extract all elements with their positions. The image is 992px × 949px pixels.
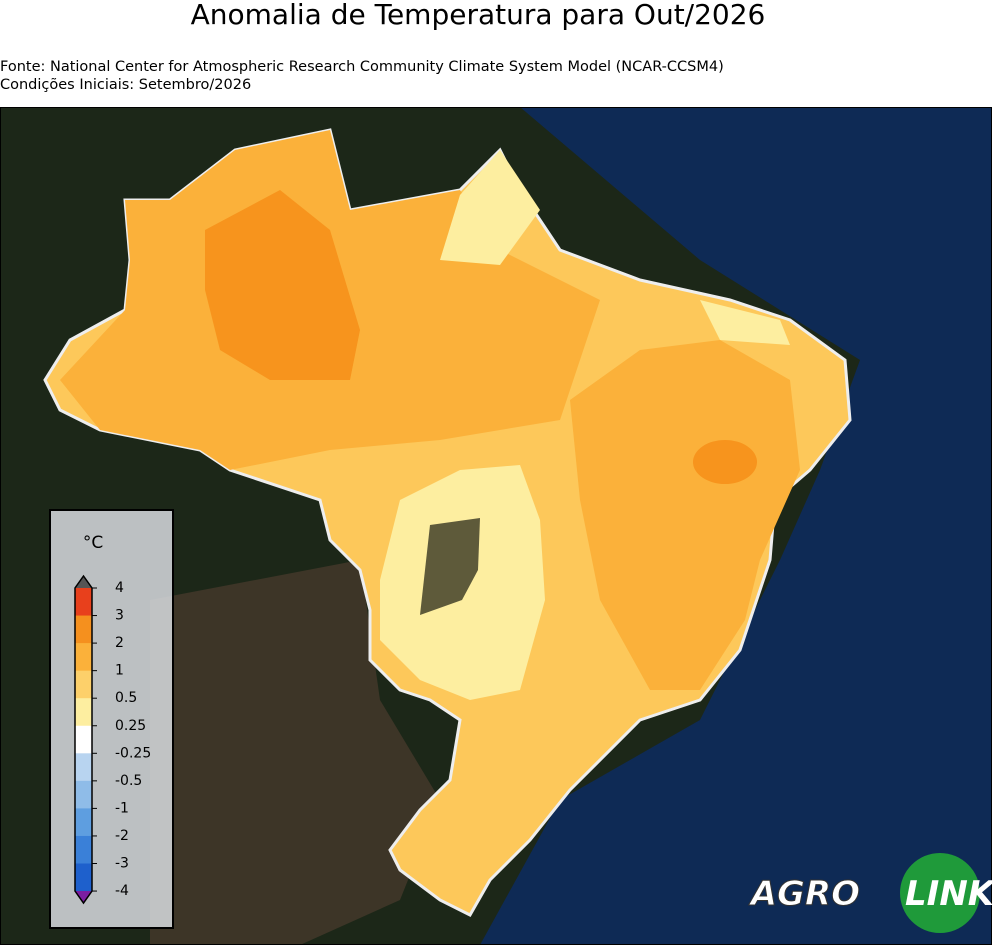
logo-text: AGRO	[748, 874, 860, 914]
colorbar-tick-label: -4	[115, 883, 129, 899]
legend: °C 4 3 2 1 0.5 0.25 -0.25 -0.5 -1 -2 -3 -4	[49, 509, 174, 929]
amapa-mild	[440, 150, 540, 265]
colorbar-extend-top	[75, 576, 92, 588]
colorbar-segment	[75, 670, 92, 699]
colorbar-tick-label: -1	[115, 800, 129, 816]
map	[0, 107, 992, 945]
colorbar-segment	[75, 643, 92, 672]
initial-conditions: Condições Iniciais: Setembro/2026	[0, 77, 251, 93]
colorbar-segment	[75, 588, 92, 617]
ocean	[480, 107, 992, 945]
logo-circle	[900, 853, 980, 933]
colorbar-tick-label: 2	[115, 635, 124, 651]
legend-box	[49, 509, 174, 929]
colorbar-segment	[75, 698, 92, 727]
northwest-warm	[205, 190, 360, 380]
colorbar-segment	[75, 808, 92, 837]
colorbar-segment	[75, 780, 92, 809]
colorbar-segment	[75, 615, 92, 644]
colorbar-tick-label: 4	[115, 580, 124, 596]
logo: AGRO LINK	[747, 853, 992, 933]
colorbar-tick-label: 0.25	[115, 718, 146, 734]
colorbar-segment	[75, 725, 92, 754]
colorbar-tick-label: -0.5	[115, 773, 142, 789]
colorbar-tick-label: -3	[115, 856, 129, 872]
source: Fonte: National Center for Atmospheric R…	[0, 59, 724, 75]
colorbar-tick-label: 0.5	[115, 690, 137, 706]
east-region	[570, 340, 800, 690]
coast-mild	[700, 300, 790, 345]
title: Anomalia de Temperatura para Out/2026	[191, 0, 766, 31]
terrain	[150, 560, 440, 945]
colorbar-extend-bottom	[75, 891, 92, 904]
colorbar-tick-label: 3	[115, 608, 124, 624]
colorbar-tick-label: -2	[115, 828, 129, 844]
logo-text: LINK	[905, 874, 992, 914]
colorbar-segment	[75, 835, 92, 864]
colorbar-segment	[75, 863, 92, 892]
legend-unit: °C	[83, 533, 103, 553]
masked-area	[420, 518, 480, 615]
warm-spot	[693, 440, 757, 484]
colorbar-segment	[75, 753, 92, 782]
colorbar-tick-label: -0.25	[115, 745, 151, 761]
colorbar-tick-label: 1	[115, 663, 124, 679]
